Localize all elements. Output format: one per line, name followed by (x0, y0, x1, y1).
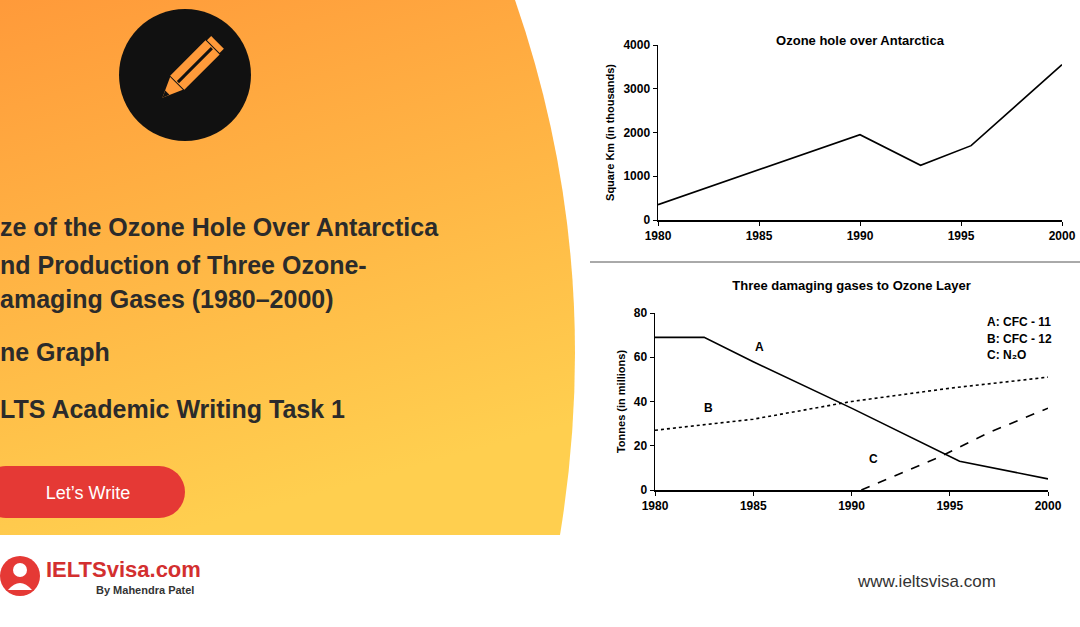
svg-text:20: 20 (634, 439, 648, 453)
svg-text:1980: 1980 (642, 499, 669, 513)
svg-text:A: CFC - 11: A: CFC - 11 (987, 315, 1051, 329)
svg-text:Ozone hole over Antarctica: Ozone hole over Antarctica (776, 33, 945, 48)
svg-text:www.ieltsvisa.com: www.ieltsvisa.com (857, 572, 996, 591)
svg-text:1995: 1995 (936, 499, 963, 513)
svg-text:2000: 2000 (1049, 229, 1076, 243)
svg-text:80: 80 (634, 306, 648, 320)
svg-text:A: A (755, 340, 764, 354)
svg-text:60: 60 (634, 350, 648, 364)
svg-text:nd Production of Three Ozone-: nd Production of Three Ozone- (0, 251, 367, 279)
svg-text:B: B (704, 401, 713, 415)
svg-text:0: 0 (643, 213, 650, 227)
svg-text:1985: 1985 (746, 229, 773, 243)
svg-text:ne Graph: ne Graph (0, 338, 110, 366)
svg-text:1980: 1980 (645, 229, 672, 243)
svg-text:amaging Gases (1980–2000): amaging Gases (1980–2000) (0, 285, 334, 313)
svg-text:1985: 1985 (740, 499, 767, 513)
svg-text:By Mahendra Patel: By Mahendra Patel (96, 584, 194, 596)
svg-text:Tonnes (in millions): Tonnes (in millions) (615, 350, 627, 453)
svg-text:B: CFC - 12: B: CFC - 12 (987, 332, 1052, 346)
svg-text:1990: 1990 (847, 229, 874, 243)
svg-text:C: N₂O: C: N₂O (987, 348, 1026, 362)
svg-text:2000: 2000 (1035, 499, 1062, 513)
svg-text:4000: 4000 (623, 38, 650, 52)
svg-text:IELTSvisa.com: IELTSvisa.com (46, 557, 201, 582)
svg-text:LTS Academic Writing Task 1: LTS Academic Writing Task 1 (0, 395, 345, 423)
svg-text:0: 0 (640, 483, 647, 497)
svg-text:3000: 3000 (623, 82, 650, 96)
svg-text:1990: 1990 (838, 499, 865, 513)
svg-text:Square Km (in thousands): Square Km (in thousands) (604, 64, 616, 201)
svg-text:Let’s Write: Let’s Write (46, 483, 130, 503)
svg-text:2000: 2000 (623, 126, 650, 140)
svg-text:C: C (869, 452, 878, 466)
svg-text:Three damaging gases to Ozone: Three damaging gases to Ozone Layer (732, 278, 970, 293)
svg-text:40: 40 (634, 395, 648, 409)
svg-text:ze of the Ozone Hole Over Anta: ze of the Ozone Hole Over Antarctica (0, 213, 439, 241)
svg-text:1000: 1000 (623, 169, 650, 183)
svg-text:1995: 1995 (948, 229, 975, 243)
